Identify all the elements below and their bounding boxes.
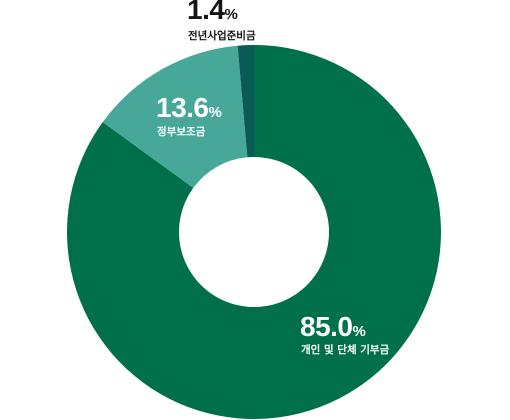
slice-government-subsidy — [102, 45, 248, 188]
value-individual-donations: 85.0 — [300, 311, 353, 342]
percent-sign: % — [224, 6, 237, 23]
percent-sign: % — [353, 323, 366, 340]
slice-individual-donations — [66, 45, 441, 420]
value-government-subsidy: 13.6 — [156, 92, 209, 123]
data-label-individual-donations: 85.0% — [300, 311, 366, 342]
percent-sign: % — [209, 104, 222, 121]
data-label-reserve-fund: 1.4% — [187, 0, 238, 25]
data-label-government-subsidy: 13.6% — [156, 92, 222, 123]
category-label-individual-donations: 개인 및 단체 기부금 — [301, 343, 390, 356]
value-reserve-fund: 1.4 — [187, 0, 225, 25]
slice-reserve-fund — [237, 45, 254, 158]
donut-slices — [66, 45, 441, 420]
category-label-government-subsidy: 정부보조금 — [157, 125, 206, 138]
category-label-reserve-fund: 전년사업준비금 — [188, 29, 256, 42]
